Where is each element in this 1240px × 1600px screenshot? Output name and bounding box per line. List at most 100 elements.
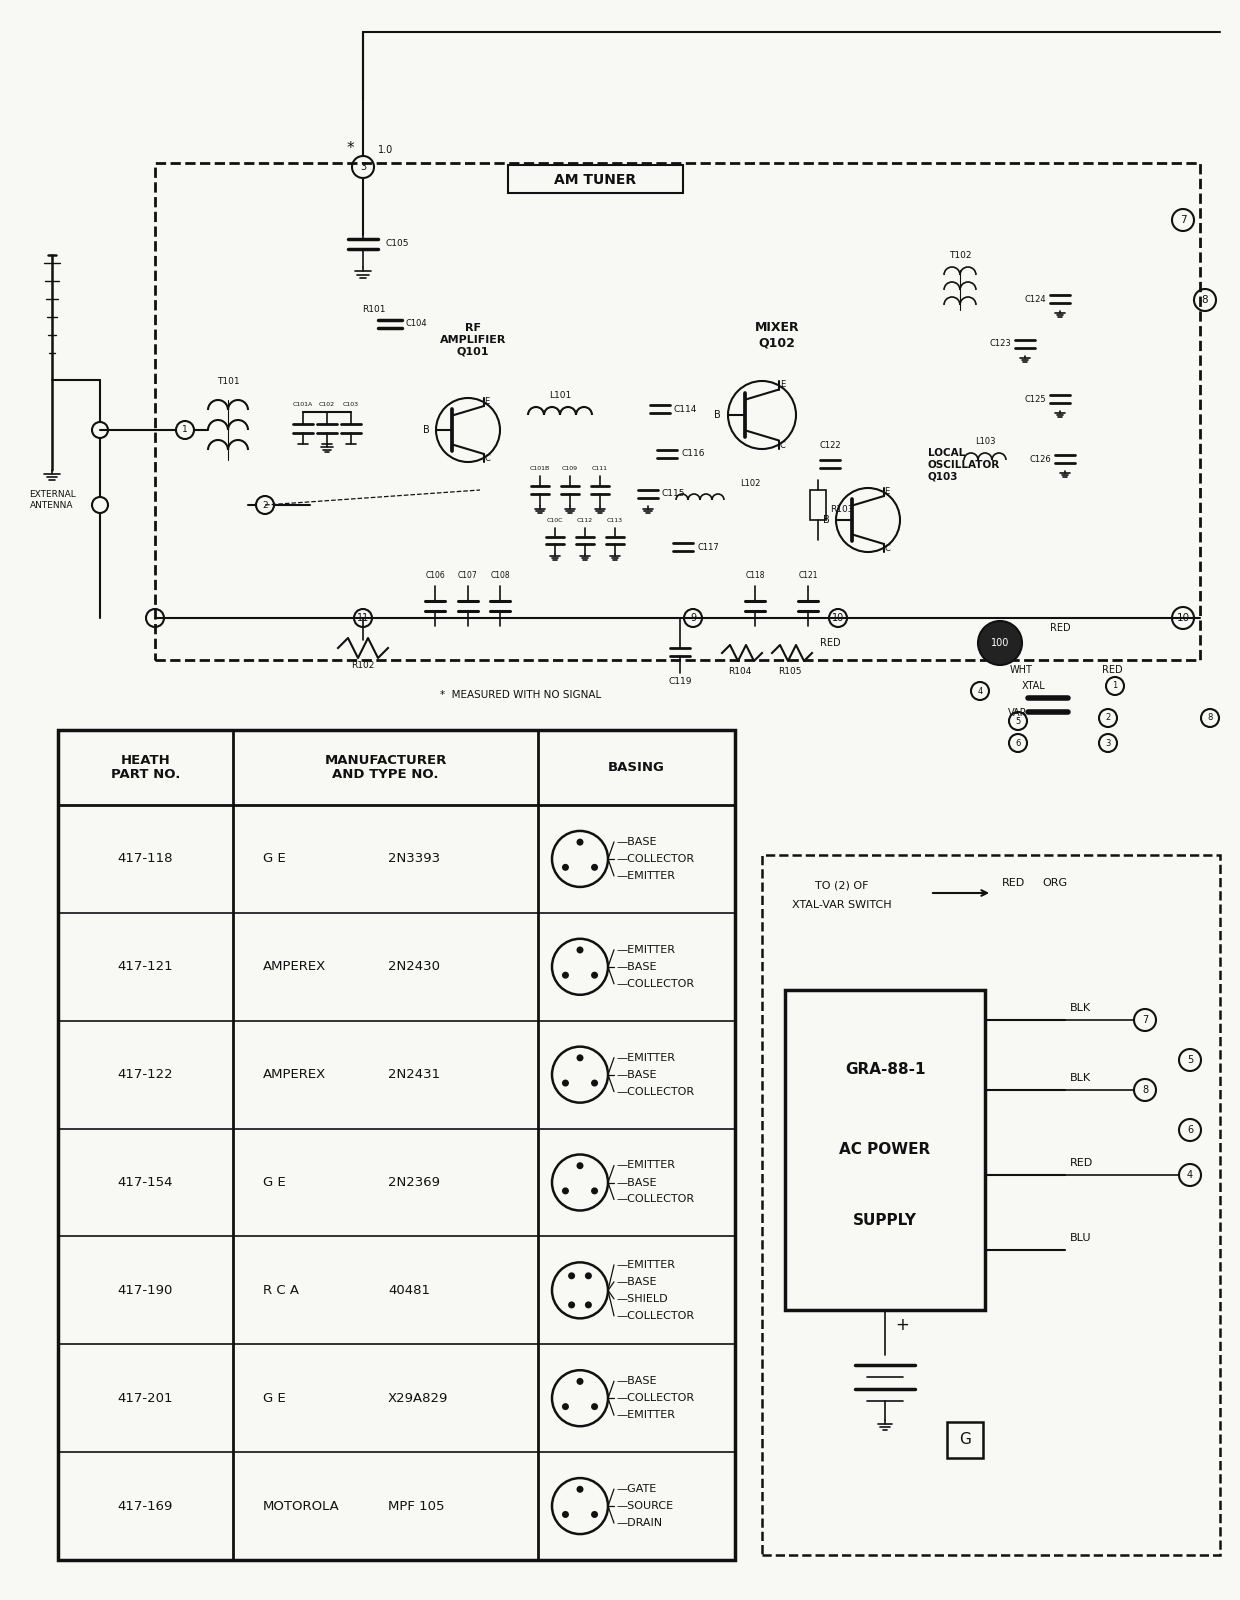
Text: E: E [485,397,490,406]
Text: C101A: C101A [293,402,314,406]
Text: —BASE: —BASE [616,962,656,971]
Text: —COLLECTOR: —COLLECTOR [616,1195,694,1205]
Text: 5: 5 [1016,717,1021,725]
Bar [155,163,1200,659]
Circle shape [577,1378,584,1386]
Text: B: B [714,410,722,419]
Circle shape [577,1054,584,1061]
Text: ORG: ORG [1042,878,1068,888]
Text: —COLLECTOR: —COLLECTOR [616,1086,694,1096]
Text: C114: C114 [675,405,697,413]
Text: AMPEREX: AMPEREX [263,1069,326,1082]
Text: —COLLECTOR: —COLLECTOR [616,854,694,864]
Text: 2: 2 [262,501,268,509]
Text: BASING: BASING [608,762,665,774]
Text: XTAL-VAR SWITCH: XTAL-VAR SWITCH [792,899,892,910]
Text: —DRAIN: —DRAIN [616,1518,662,1528]
Text: C: C [780,442,785,450]
Text: C101B: C101B [529,466,551,470]
Text: 5: 5 [1187,1054,1193,1066]
Text: —BASE: —BASE [616,1376,656,1386]
Text: 8: 8 [1202,294,1208,306]
Text: —BASE: —BASE [616,1277,656,1286]
Circle shape [562,864,569,870]
Text: AM TUNER: AM TUNER [554,173,636,187]
Text: 2N2430: 2N2430 [388,960,440,973]
Text: B: B [423,426,430,435]
Text: T102: T102 [949,251,971,259]
Circle shape [585,1272,591,1280]
Text: C122: C122 [820,442,841,451]
Bar [58,730,735,1560]
Text: 6: 6 [1016,739,1021,747]
Text: C116: C116 [681,450,704,459]
Text: —BASE: —BASE [616,1178,656,1187]
Text: 3: 3 [1105,739,1111,747]
Text: TO (2) OF: TO (2) OF [815,880,869,890]
Text: L102: L102 [740,480,760,488]
Circle shape [591,1510,598,1518]
Text: 8: 8 [1142,1085,1148,1094]
Text: 4: 4 [1187,1170,1193,1181]
Text: 2N2431: 2N2431 [388,1069,440,1082]
Circle shape [562,1080,569,1086]
Text: —COLLECTOR: —COLLECTOR [616,1394,694,1403]
Bar [785,990,985,1310]
Text: —EMITTER: —EMITTER [616,1410,675,1421]
Bar [947,1422,983,1458]
Text: AC POWER: AC POWER [839,1142,931,1157]
Text: 6: 6 [1187,1125,1193,1134]
Text: E: E [780,379,785,389]
Text: RED: RED [1002,878,1025,888]
Text: C126: C126 [1029,454,1052,464]
Text: RED: RED [820,638,841,648]
Bar [810,490,826,520]
Text: —COLLECTOR: —COLLECTOR [616,979,694,989]
Text: MOTOROLA: MOTOROLA [263,1499,340,1512]
Text: WHT: WHT [1011,666,1033,675]
Text: C115: C115 [662,490,686,499]
Circle shape [591,864,598,870]
Text: C105: C105 [384,240,408,248]
Text: R102: R102 [351,661,374,670]
Text: HEATH
PART NO.: HEATH PART NO. [110,754,180,781]
Text: 9: 9 [689,613,696,622]
Text: GRA-88-1: GRA-88-1 [844,1062,925,1077]
Circle shape [568,1272,575,1280]
Text: C104: C104 [405,320,428,328]
Text: —EMITTER: —EMITTER [616,870,675,882]
Text: 417-154: 417-154 [118,1176,174,1189]
Text: 3: 3 [360,162,366,171]
Text: 417-121: 417-121 [118,960,174,973]
Text: X29A829: X29A829 [388,1392,449,1405]
Text: XTAL: XTAL [1022,682,1045,691]
Text: C121: C121 [799,571,817,581]
Text: —EMITTER: —EMITTER [616,1053,675,1062]
Text: 1.0: 1.0 [378,146,393,155]
Circle shape [568,1301,575,1309]
Text: 40481: 40481 [388,1283,430,1298]
Text: 417-118: 417-118 [118,853,174,866]
Circle shape [591,1187,598,1194]
Text: 10: 10 [832,613,844,622]
Text: C106: C106 [425,571,445,581]
Text: —SOURCE: —SOURCE [616,1501,673,1510]
Text: C119: C119 [668,677,692,685]
Text: 417-122: 417-122 [118,1069,174,1082]
Circle shape [577,947,584,954]
Text: —EMITTER: —EMITTER [616,1160,675,1171]
Circle shape [591,971,598,979]
Text: C102: C102 [319,402,335,406]
Text: —EMITTER: —EMITTER [616,1259,675,1270]
Text: R101: R101 [362,306,386,315]
Text: —SHIELD: —SHIELD [616,1294,667,1304]
Text: 8: 8 [1208,714,1213,723]
Text: T101: T101 [217,378,239,387]
Text: C107: C107 [458,571,477,581]
Text: C123: C123 [990,339,1011,349]
Text: G: G [959,1432,971,1448]
Text: 11: 11 [357,613,370,622]
Text: 417-190: 417-190 [118,1283,174,1298]
Text: 417-169: 417-169 [118,1499,174,1512]
Text: 417-201: 417-201 [118,1392,174,1405]
